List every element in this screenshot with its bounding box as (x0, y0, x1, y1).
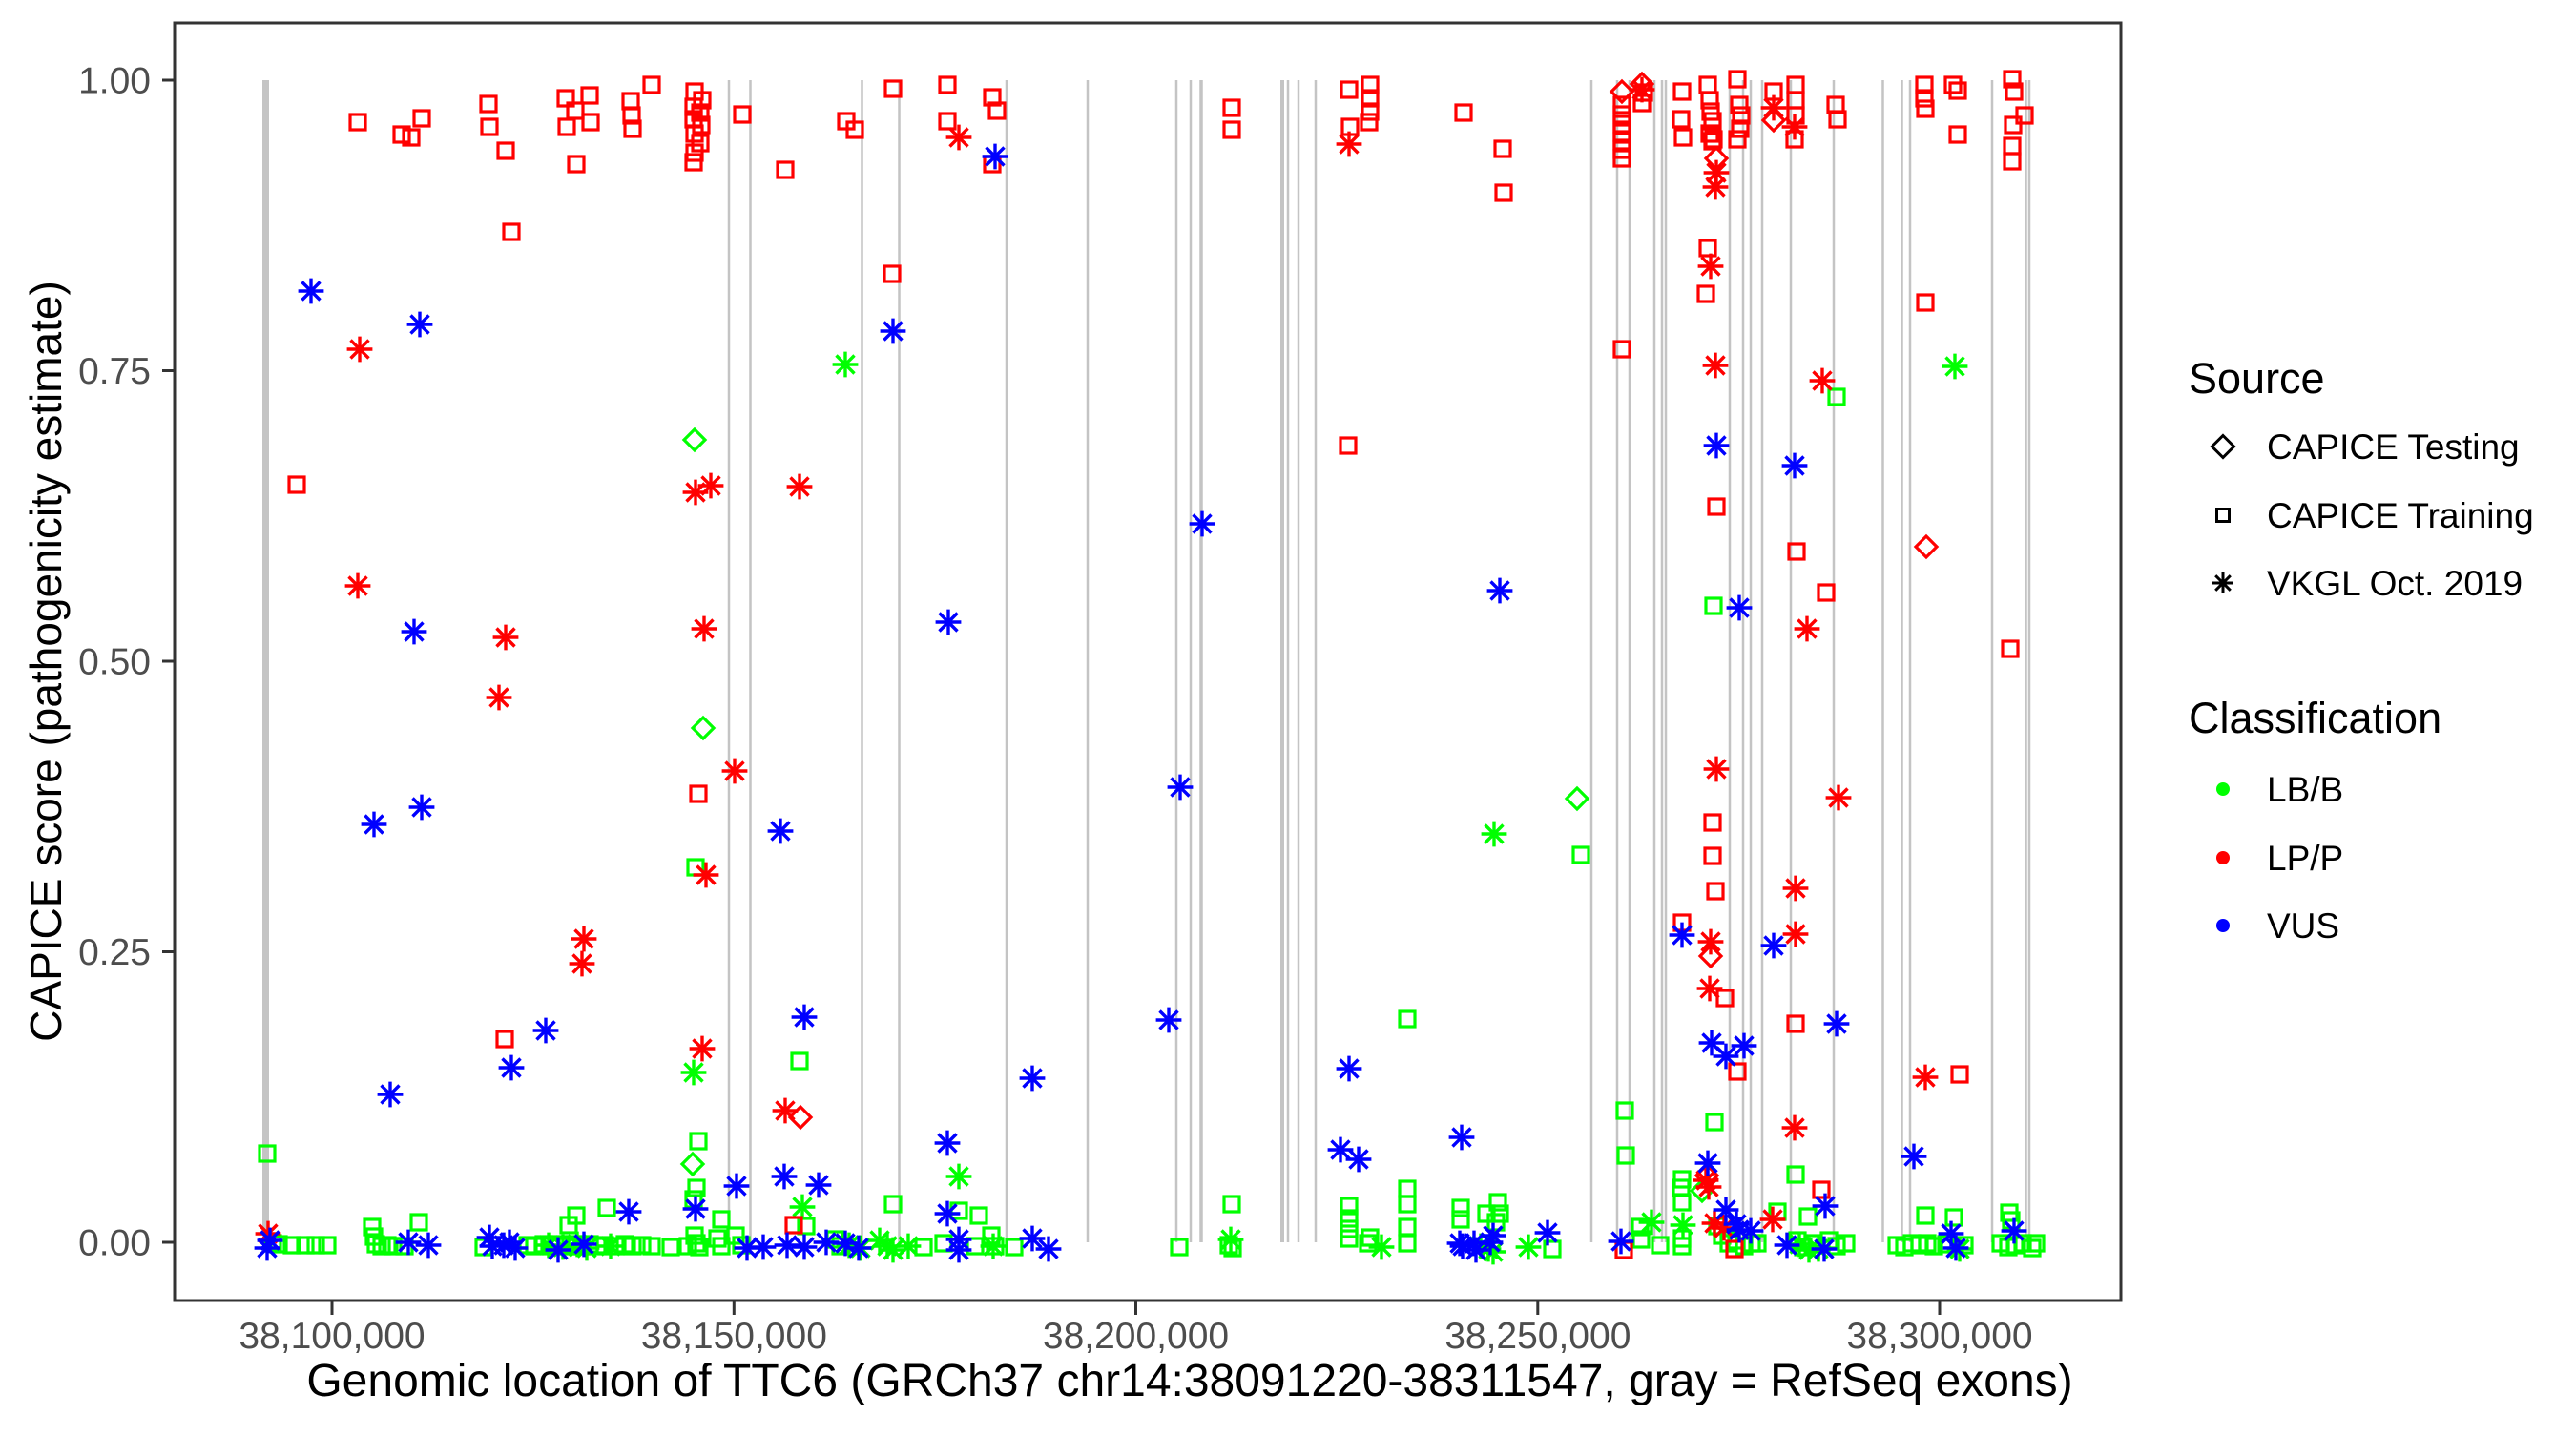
svg-text:LB/B: LB/B (2267, 770, 2343, 809)
svg-text:38,300,000: 38,300,000 (1846, 1316, 2032, 1357)
svg-text:VUS: VUS (2267, 906, 2339, 946)
svg-text:CAPICE score (pathogenicity es: CAPICE score (pathogenicity estimate) (21, 281, 71, 1042)
svg-text:38,250,000: 38,250,000 (1444, 1316, 1631, 1357)
svg-text:1.00: 1.00 (78, 61, 151, 102)
svg-text:VKGL Oct. 2019: VKGL Oct. 2019 (2267, 564, 2523, 603)
svg-text:38,100,000: 38,100,000 (239, 1316, 425, 1357)
svg-text:Genomic location of TTC6 (GRCh: Genomic location of TTC6 (GRCh37 chr14:3… (306, 1356, 2072, 1406)
svg-text:38,200,000: 38,200,000 (1043, 1316, 1229, 1357)
svg-text:Source: Source (2189, 354, 2325, 403)
svg-text:0.00: 0.00 (78, 1223, 151, 1264)
svg-text:CAPICE Training: CAPICE Training (2267, 496, 2534, 535)
svg-text:38,150,000: 38,150,000 (641, 1316, 827, 1357)
svg-text:CAPICE Testing: CAPICE Testing (2267, 427, 2520, 467)
svg-text:LP/P: LP/P (2267, 839, 2343, 878)
svg-text:Classification: Classification (2189, 694, 2441, 742)
svg-text:0.50: 0.50 (78, 642, 151, 683)
svg-text:0.25: 0.25 (78, 932, 151, 973)
svg-text:0.75: 0.75 (78, 351, 151, 392)
